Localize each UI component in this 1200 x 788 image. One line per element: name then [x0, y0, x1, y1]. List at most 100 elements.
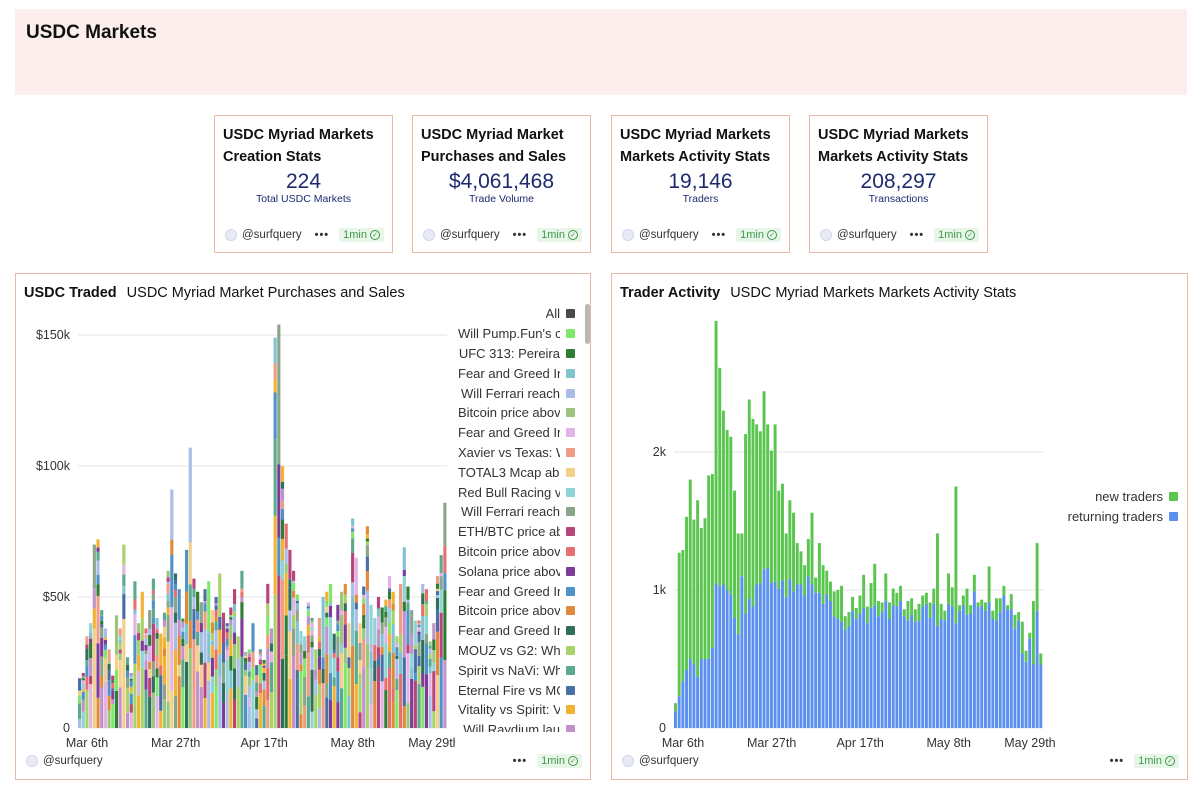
traded-bar-segment	[118, 687, 122, 728]
legend-item[interactable]: TOTAL3 Mcap abo	[455, 462, 575, 482]
legend-item[interactable]: Red Bull Racing v	[455, 482, 575, 502]
stat-card-title[interactable]: USDC Myriad Markets Markets Activity Sta…	[818, 127, 969, 165]
more-dots-icon[interactable]: •••	[512, 755, 528, 767]
new-traders-bar	[795, 543, 799, 585]
returning-traders-bar	[1024, 661, 1028, 728]
traded-bar-segment	[96, 539, 100, 548]
returning-traders-bar	[1028, 638, 1032, 728]
traded-bar-segment	[218, 629, 222, 655]
more-dots-icon[interactable]: •••	[512, 229, 528, 241]
more-dots-icon[interactable]: •••	[909, 229, 925, 241]
legend-item[interactable]: Bitcoin price abov	[455, 542, 575, 562]
legend-item[interactable]: returning traders	[1050, 507, 1178, 527]
refresh-interval: 1min	[938, 229, 962, 241]
traded-bar-segment	[321, 668, 325, 684]
traded-bar-segment	[336, 624, 340, 632]
legend-item[interactable]: Will Ferrari reach	[455, 502, 575, 522]
author-handle[interactable]: @surfquery	[639, 229, 699, 241]
returning-traders-bar	[736, 634, 740, 728]
legend-item[interactable]: Fear and Greed In	[455, 363, 575, 383]
returning-traders-bar	[965, 614, 969, 728]
traded-bar-segment	[133, 635, 137, 664]
legend-item[interactable]: Xavier vs Texas: W	[455, 443, 575, 463]
traded-bar-segment	[439, 555, 443, 570]
traded-bar-segment	[435, 576, 440, 584]
author-handle[interactable]: @surfquery	[242, 229, 302, 241]
traded-bar-segment	[159, 675, 163, 711]
returning-traders-bar	[969, 613, 973, 728]
legend-item[interactable]: Will Pump.Fun's c	[455, 324, 575, 344]
traded-bar-segment	[310, 623, 314, 628]
traded-bar-segment	[140, 591, 144, 618]
legend-item[interactable]: Spirit vs NaVi: Wh	[455, 660, 575, 680]
legend-item[interactable]: Solana price abov	[455, 561, 575, 581]
traded-bar-segment	[78, 718, 82, 728]
legend-item[interactable]: Will Raydium lau	[455, 720, 575, 732]
legend-item[interactable]: Bitcoin price abov	[455, 403, 575, 423]
stat-card-title[interactable]: USDC Myriad Markets Creation Stats	[223, 127, 374, 165]
author-handle[interactable]: @surfquery	[43, 755, 103, 767]
traded-bar-segment	[177, 589, 181, 620]
legend-item[interactable]: Fear and Greed In	[455, 621, 575, 641]
legend-item[interactable]: All	[455, 304, 575, 324]
traded-bar-segment	[229, 619, 233, 626]
legend-item[interactable]: MOUZ vs G2: Whe	[455, 641, 575, 661]
legend-item[interactable]: Fear and Greed In	[455, 423, 575, 443]
traded-bar-segment	[103, 637, 107, 640]
legend-item[interactable]: Fear and Greed In	[455, 581, 575, 601]
traded-bar-segment	[384, 606, 388, 612]
traded-bar-segment	[362, 615, 366, 620]
traded-bar-segment	[188, 648, 192, 682]
legend-item[interactable]: Eternal Fire vs MC	[455, 680, 575, 700]
traded-bar-segment	[391, 652, 395, 667]
traded-bar-segment	[362, 619, 366, 629]
traded-bar-segment	[384, 617, 388, 627]
traded-bar-segment	[417, 620, 421, 623]
stat-card-title[interactable]: USDC Myriad Market Purchases and Sales	[421, 127, 567, 165]
traded-bar-segment	[244, 675, 248, 695]
legend-item[interactable]: Bitcoin price abov	[455, 601, 575, 621]
traded-bar-segment	[111, 682, 115, 689]
legend-item[interactable]: new traders	[1050, 487, 1178, 507]
traded-bar-segment	[295, 603, 299, 611]
traded-bar-segment	[280, 466, 285, 482]
author-handle[interactable]: @surfquery	[837, 229, 897, 241]
traded-bar-segment	[391, 603, 395, 611]
traded-bar-segment	[203, 697, 207, 728]
traded-bar-segment	[221, 662, 226, 684]
traded-bar-segment	[247, 649, 251, 654]
panel-title[interactable]: Trader Activity	[620, 285, 721, 301]
author-handle[interactable]: @surfquery	[440, 229, 500, 241]
refresh-badge: 1min ✓	[736, 228, 781, 242]
legend-item[interactable]: Vitality vs Spirit: V	[455, 700, 575, 720]
returning-traders-bar	[1002, 595, 1006, 728]
stat-card-title[interactable]: USDC Myriad Markets Markets Activity Sta…	[620, 127, 771, 165]
legend-label: returning traders	[1067, 509, 1163, 525]
traded-bar-segment	[162, 626, 167, 638]
traded-bar-segment	[155, 668, 159, 678]
legend-item[interactable]: UFC 313: Pereira	[455, 344, 575, 364]
more-dots-icon[interactable]: •••	[711, 229, 727, 241]
traded-bar-segment	[424, 615, 428, 635]
new-traders-bar	[847, 612, 851, 626]
legend-item[interactable]: Will Ferrari reach	[455, 383, 575, 403]
author-handle[interactable]: @surfquery	[639, 755, 699, 767]
more-dots-icon[interactable]: •••	[314, 229, 330, 241]
legend-label: Will Ferrari reach	[461, 385, 560, 401]
traded-bar-segment	[85, 666, 89, 677]
returning-traders-bar	[1035, 610, 1039, 728]
traded-bar-segment	[185, 661, 189, 728]
traded-bar-segment	[428, 654, 432, 659]
traded-bar-segment	[306, 610, 310, 617]
traded-bar-segment	[144, 635, 148, 638]
traded-bar-segment	[137, 623, 141, 633]
stat-value: 224	[285, 170, 322, 193]
legend-scrollbar[interactable]	[585, 304, 590, 344]
new-traders-bar	[873, 563, 877, 606]
returning-traders-bar	[714, 583, 718, 728]
traded-bar-segment	[376, 597, 381, 609]
legend-item[interactable]: ETH/BTC price ab	[455, 522, 575, 542]
more-dots-icon[interactable]: •••	[1109, 755, 1125, 767]
panel-title[interactable]: USDC Traded	[24, 285, 117, 301]
refresh-badge: 1min ✓	[537, 228, 582, 242]
